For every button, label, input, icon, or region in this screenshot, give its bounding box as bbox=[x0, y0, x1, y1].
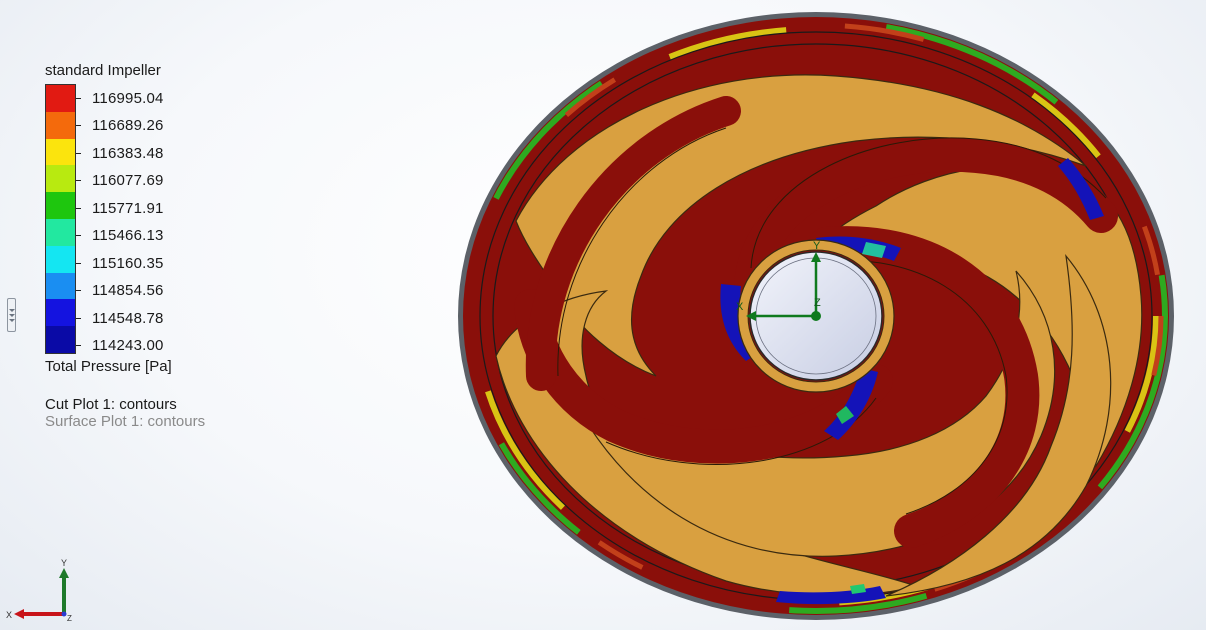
triad-z-axis bbox=[61, 611, 67, 617]
blade-lower-center bbox=[565, 270, 1056, 557]
chevron-down-icon bbox=[8, 318, 15, 322]
triad-z-label: Z bbox=[67, 614, 72, 622]
colorbar-tick: 116995.04 bbox=[76, 88, 164, 108]
legend-title: standard Impeller bbox=[45, 62, 161, 79]
edge-pressure-bands bbox=[464, 18, 1168, 614]
reference-triad: Y X Z bbox=[6, 558, 72, 622]
model-triad: Y X Z bbox=[736, 240, 821, 321]
colorbar-tick: 114854.56 bbox=[76, 281, 164, 301]
colorbar-tick: 115160.35 bbox=[76, 253, 164, 273]
colorbar-tick-label: 115466.13 bbox=[92, 227, 164, 244]
colorbar-tick-label: 116383.48 bbox=[92, 144, 164, 162]
colorbar-tick: 116689.26 bbox=[76, 116, 164, 136]
colorbar-segment bbox=[46, 138, 75, 166]
model-z-label: Z bbox=[814, 297, 821, 309]
colorbar-tick: 115771.91 bbox=[76, 198, 164, 218]
chevron-down-icon bbox=[8, 313, 15, 317]
high-pressure-channels bbox=[514, 96, 1118, 548]
colorbar-tick-label: 115771.91 bbox=[92, 199, 164, 217]
colorbar-tick-label: 114854.56 bbox=[92, 282, 164, 299]
colorbar-segment bbox=[46, 165, 75, 193]
colorbar-tick: 115466.13 bbox=[76, 226, 164, 246]
pressure-colorbar bbox=[45, 84, 76, 354]
colorbar-tick-label: 115160.35 bbox=[92, 254, 164, 272]
impeller-pressure-view[interactable]: Y X Z bbox=[455, 10, 1177, 622]
colorbar-tick: 114548.78 bbox=[76, 308, 164, 328]
colorbar-segment bbox=[46, 85, 75, 112]
surface-plot-label[interactable]: Surface Plot 1: contours bbox=[45, 413, 206, 430]
colorbar-tick-label: 114548.78 bbox=[92, 309, 164, 327]
colorbar-segment bbox=[46, 272, 75, 300]
colorbar-tick-label: 114243.00 bbox=[92, 337, 164, 354]
colorbar-segment bbox=[46, 299, 75, 327]
model-x-label: X bbox=[736, 301, 744, 313]
legend-units: Total Pressure [Pa] bbox=[45, 358, 172, 375]
colorbar-segment bbox=[46, 218, 75, 246]
colorbar-tick-label: 116077.69 bbox=[92, 172, 164, 189]
colorbar-segment bbox=[46, 326, 75, 353]
triad-y-label: Y bbox=[61, 558, 67, 568]
colorbar-tick-label: 116689.26 bbox=[92, 117, 164, 134]
chevron-down-icon bbox=[8, 308, 15, 312]
colorbar-segment bbox=[46, 192, 75, 219]
colorbar-tick-label: 116995.04 bbox=[92, 89, 164, 107]
cut-plot-label[interactable]: Cut Plot 1: contours bbox=[45, 396, 177, 413]
colorbar-tick: 114243.00 bbox=[76, 336, 164, 356]
colorbar-tick: 116383.48 bbox=[76, 143, 164, 163]
panel-collapse-handle[interactable] bbox=[7, 298, 16, 332]
colorbar-tick: 116077.69 bbox=[76, 171, 164, 191]
triad-x-label: X bbox=[6, 610, 12, 620]
colorbar-segment bbox=[46, 111, 75, 139]
colorbar-segment bbox=[46, 245, 75, 273]
model-origin bbox=[811, 311, 821, 321]
model-y-label: Y bbox=[813, 240, 821, 252]
blade-lower-right bbox=[885, 253, 1112, 597]
